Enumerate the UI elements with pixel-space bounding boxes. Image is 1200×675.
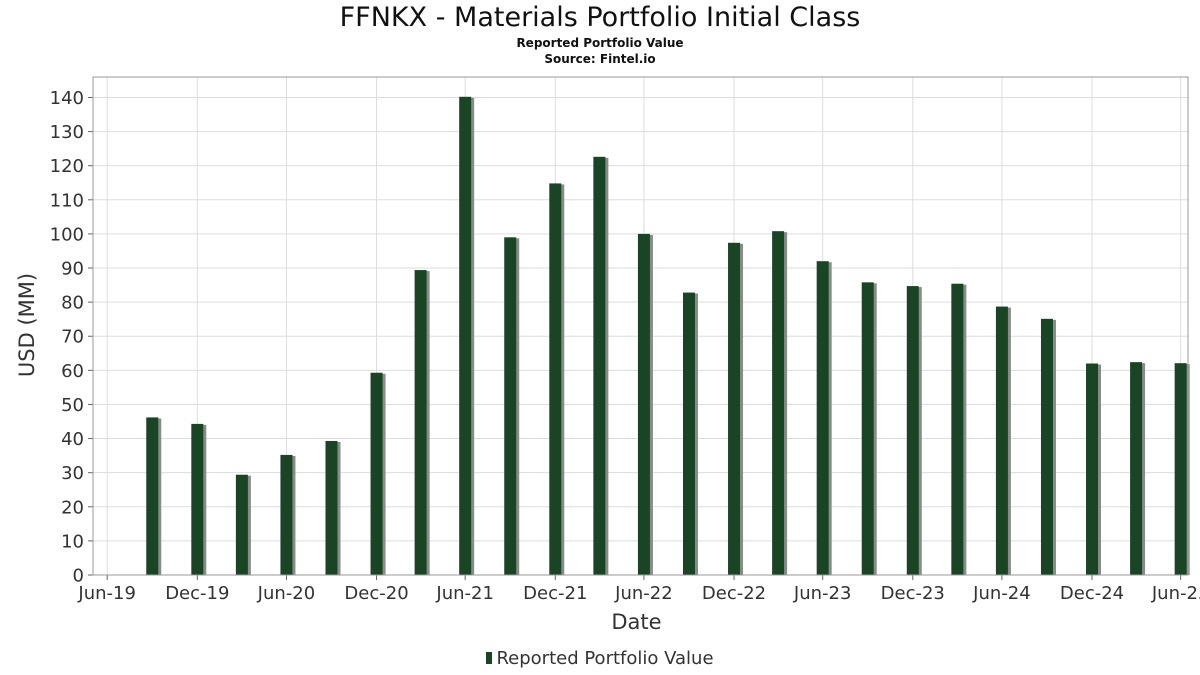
y-tick-label: 20: [61, 497, 84, 518]
bar: [593, 156, 606, 575]
chart-source: Source: Fintel.io: [544, 52, 656, 66]
bar: [280, 454, 293, 575]
bar: [191, 423, 204, 575]
bar: [459, 96, 472, 575]
y-tick-label: 0: [73, 566, 84, 587]
plot-frame: [92, 76, 1189, 576]
bar: [1040, 318, 1053, 575]
y-tick-label: 120: [50, 156, 84, 177]
bar: [682, 292, 695, 575]
x-tick-label: Dec-21: [523, 583, 587, 604]
bar: [325, 440, 338, 575]
y-tick-label: 10: [61, 531, 84, 552]
bar: [637, 233, 650, 575]
chart-subtitle: Reported Portfolio Value: [516, 36, 684, 50]
y-tick-label: 50: [61, 395, 84, 416]
x-tick-label: Dec-24: [1060, 583, 1124, 604]
y-tick-label: 140: [50, 88, 84, 109]
y-tick-label: 100: [50, 224, 84, 245]
x-tick-label: Dec-20: [344, 583, 408, 604]
y-tick-label: 60: [61, 361, 84, 382]
x-tick-label: Jun-20: [257, 583, 316, 604]
bar: [951, 283, 964, 575]
legend: Reported Portfolio Value: [0, 648, 1200, 669]
bar: [1086, 363, 1099, 575]
legend-label: Reported Portfolio Value: [496, 648, 714, 669]
legend-swatch: [486, 652, 493, 664]
y-tick-label: 70: [61, 327, 84, 348]
x-tick-label: Jun-23: [793, 583, 852, 604]
bar: [995, 306, 1008, 575]
bar: [1174, 363, 1187, 575]
bar: [146, 417, 159, 575]
y-tick-label: 40: [61, 429, 84, 450]
x-tick-label: Jun-21: [435, 583, 494, 604]
bar: [861, 282, 874, 575]
y-tick-label: 30: [61, 463, 84, 484]
x-tick-label: Jun-19: [77, 583, 136, 604]
bar: [728, 242, 741, 576]
bar: [504, 237, 517, 575]
y-tick-label: 110: [50, 190, 84, 211]
x-tick-label: Dec-19: [165, 583, 229, 604]
bar: [906, 286, 919, 575]
bar: [772, 231, 785, 575]
bar: [816, 261, 829, 575]
y-axis-label: USD (MM): [15, 273, 39, 377]
y-tick-label: 130: [50, 122, 84, 143]
bar: [549, 183, 562, 575]
y-tick-label: 90: [61, 259, 84, 280]
x-tick-label: Jun-24: [972, 583, 1031, 604]
y-tick-label: 80: [61, 293, 84, 314]
chart-title: FFNKX - Materials Portfolio Initial Clas…: [339, 2, 861, 33]
x-axis-label: Date: [611, 610, 661, 634]
bar: [370, 372, 383, 575]
x-tick-label: Dec-22: [702, 583, 766, 604]
x-tick-label: Dec-23: [881, 583, 945, 604]
x-tick-label: Jun-22: [614, 583, 673, 604]
x-tick-label: Jun-25: [1151, 583, 1200, 604]
bar: [235, 474, 248, 575]
bar: [1130, 362, 1143, 575]
bar: [414, 270, 427, 575]
